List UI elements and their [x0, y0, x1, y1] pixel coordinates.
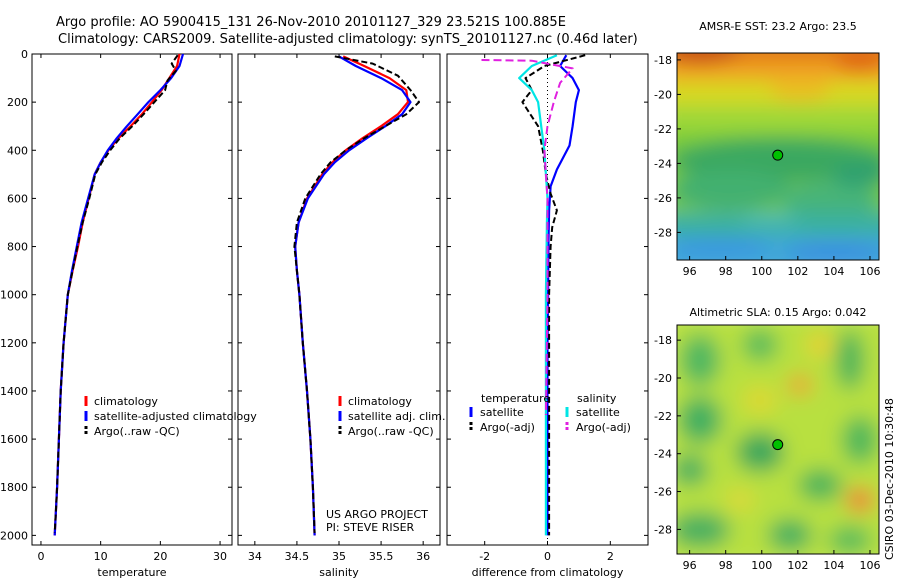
- temperature-xtick-label: 30: [213, 550, 227, 563]
- legend-entry: satellite: [480, 406, 524, 419]
- temperature-xtick-label: 20: [153, 550, 167, 563]
- sst-map-xtick-label: 106: [859, 265, 880, 278]
- temperature-xtick-label: 10: [94, 550, 108, 563]
- legend-entry: satellite-adjusted climatology: [94, 410, 257, 423]
- sst-heatmap: [677, 53, 879, 260]
- legend-heading: salinity: [577, 392, 617, 405]
- salinity-xtick-label: 34.5: [285, 550, 310, 563]
- legend-entry: climatology: [94, 395, 158, 408]
- sst-map-xtick-label: 98: [719, 265, 733, 278]
- salinity-xtick-label: 35.5: [369, 550, 394, 563]
- difference-xtick-label: 0: [544, 550, 551, 563]
- legend-entry: climatology: [348, 395, 412, 408]
- creation-timestamp: CSIRO 03-Dec-2010 10:30:48: [883, 398, 896, 560]
- legend-entry: Argo(-adj): [576, 421, 631, 434]
- figure-title-line1: Argo profile: AO 5900415_131 26-Nov-2010…: [56, 15, 566, 30]
- legend-entry: satellite: [576, 406, 620, 419]
- sst-map-ytick-label: -20: [654, 88, 672, 101]
- sla-map-ytick-label: -22: [654, 410, 672, 423]
- sst-map-ytick-label: -22: [654, 123, 672, 136]
- difference-xtick-label: -2: [479, 550, 490, 563]
- salinity-axes-frame: [237, 53, 441, 546]
- sst-map-float-marker: [772, 149, 784, 161]
- sla-map-ytick-label: -24: [654, 448, 672, 461]
- sst-map-title: AMSR-E SST: 23.2 Argo: 23.5: [699, 20, 857, 33]
- sla-map-xtick-label: 106: [859, 559, 880, 572]
- sst-map-ytick-label: -26: [654, 192, 672, 205]
- difference-xlabel: difference from climatology: [472, 566, 624, 579]
- project-credit: US ARGO PROJECT: [326, 508, 428, 521]
- sla-map-axes: 96 98 100 102 104 106 -18 -20 -22 -24 -26 -28: [654, 324, 880, 572]
- depth-tick-label: 0: [21, 48, 28, 61]
- sla-map-ytick-label: -20: [654, 372, 672, 385]
- salinity-xtick-label: 35: [332, 550, 346, 563]
- sla-map-ytick-label: -18: [654, 334, 672, 347]
- temperature-xtick-label: 0: [37, 550, 44, 563]
- depth-tick-label: 600: [7, 192, 28, 205]
- salinity-xtick-label: 34: [248, 550, 262, 563]
- sst-map-ytick-label: -18: [654, 54, 672, 67]
- salinity-series-2: [293, 55, 420, 534]
- sst-map-xtick-label: 102: [787, 265, 808, 278]
- temperature-series-0: [53, 53, 181, 536]
- pi-credit: PI: STEVE RISER: [326, 521, 415, 534]
- difference-series-2: [518, 54, 558, 536]
- salinity-series-1: [294, 55, 412, 536]
- sla-map-frame: [676, 324, 880, 555]
- legend-entry: satellite adj. clim.: [348, 410, 445, 423]
- salinity-xlabel: salinity: [319, 566, 359, 579]
- depth-tick-label: 1600: [0, 433, 28, 446]
- sst-map-ytick-label: -24: [654, 157, 672, 170]
- difference-series-0: [546, 54, 581, 536]
- figure-title-line2: Climatology: CARS2009. Satellite-adjuste…: [58, 32, 638, 47]
- sst-map-xtick-label: 96: [683, 265, 697, 278]
- sla-map-float-marker: [772, 439, 784, 451]
- sla-map-xtick-label: 100: [751, 559, 772, 572]
- salinity-profile-panel: 34 34.5 35 35.5 36 salinity climatology satelli…: [237, 53, 445, 579]
- temperature-profile-panel: 0 10 20 30 temperature 0 200 400 600 800 1000 1200 1…: [0, 48, 257, 579]
- sla-map-xtick-label: 104: [823, 559, 844, 572]
- sla-map-ytick-label: -28: [654, 523, 672, 536]
- legend-heading: temperature: [481, 392, 550, 405]
- difference-xtick-label: 2: [607, 550, 614, 563]
- difference-profile-panel: -2 0 2 difference from climatology temperatu…: [446, 53, 649, 579]
- legend-entry: Argo(-adj): [480, 421, 535, 434]
- sst-map-axes: 96 98 100 102 104 106 -18 -20 -22 -24 -26 -28: [654, 52, 880, 278]
- salinity-xtick-label: 36: [416, 550, 430, 563]
- temperature-series-1: [53, 53, 185, 536]
- legend-entry: Argo(..raw -QC): [348, 425, 434, 438]
- depth-tick-label: 1000: [0, 289, 28, 302]
- depth-tick-label: 1400: [0, 385, 28, 398]
- depth-tick-label: 1800: [0, 481, 28, 494]
- depth-tick-label: 200: [7, 96, 28, 109]
- temperature-axes-frame: [31, 53, 233, 546]
- difference-series-3: [481, 59, 574, 416]
- sla-map-xtick-label: 96: [683, 559, 697, 572]
- difference-series-1: [521, 54, 586, 536]
- legend-entry: Argo(..raw -QC): [94, 425, 180, 438]
- temperature-xlabel: temperature: [97, 566, 166, 579]
- temperature-series-2: [53, 54, 179, 534]
- sst-map-frame: [676, 52, 880, 261]
- depth-tick-label: 1200: [0, 337, 28, 350]
- sst-map-xtick-label: 100: [751, 265, 772, 278]
- sst-map-xtick-label: 104: [823, 265, 844, 278]
- depth-tick-label: 400: [7, 144, 28, 157]
- sla-map-ytick-label: -26: [654, 486, 672, 499]
- depth-tick-label: 2000: [0, 529, 28, 542]
- sla-map-xtick-label: 102: [787, 559, 808, 572]
- depth-tick-label: 800: [7, 241, 28, 254]
- sst-map-ytick-label: -28: [654, 226, 672, 239]
- sla-map-xtick-label: 98: [719, 559, 733, 572]
- sla-map-title: Altimetric SLA: 0.15 Argo: 0.042: [689, 306, 866, 319]
